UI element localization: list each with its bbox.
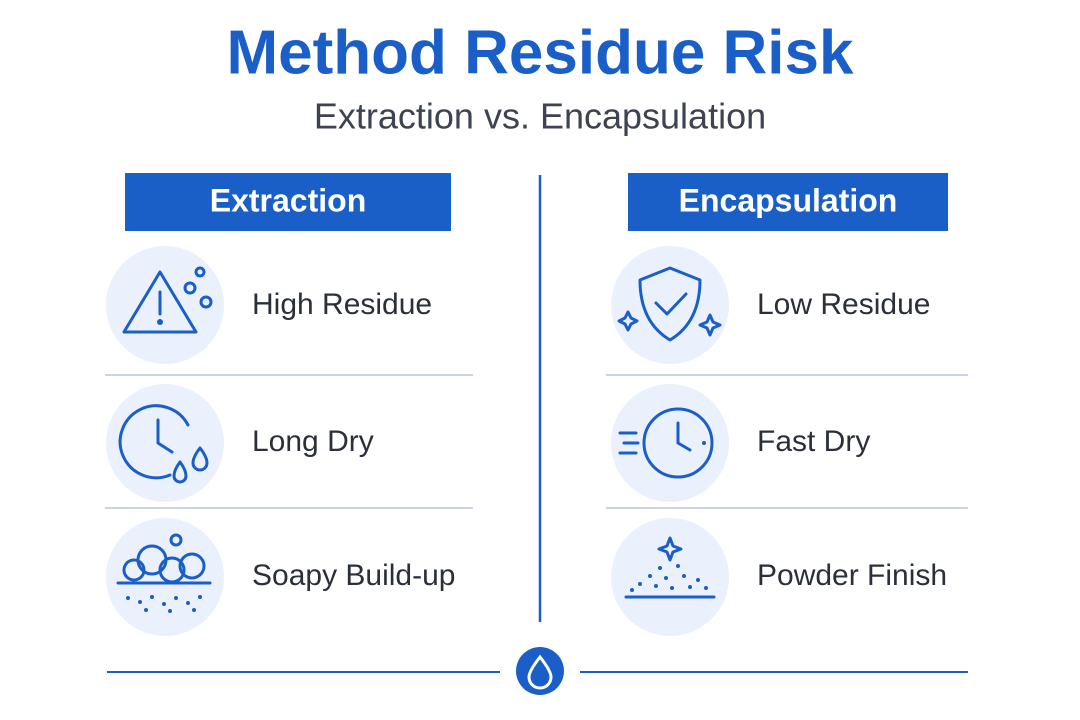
icon-circle	[106, 246, 224, 364]
column-header-box	[628, 173, 948, 231]
item-label: Soapy Build-up	[252, 559, 455, 592]
powder-icon	[624, 536, 716, 599]
column-heading: Extraction	[210, 182, 366, 218]
icon-circle	[106, 384, 224, 502]
icon-circle	[611, 246, 729, 364]
fast-clock-icon	[618, 407, 714, 479]
warning-icon	[122, 266, 213, 334]
clock-drops-icon	[118, 404, 209, 484]
footer-badge	[516, 647, 564, 695]
item-label: Powder Finish	[757, 559, 947, 592]
column-header-box	[125, 173, 451, 231]
icon-circle	[106, 518, 224, 636]
item-label: Fast Dry	[757, 425, 870, 458]
column-heading: Encapsulation	[679, 182, 898, 218]
drop-icon	[527, 654, 553, 690]
shield-icon	[617, 266, 722, 342]
item-label: Low Residue	[757, 288, 930, 321]
icon-circle	[611, 384, 729, 502]
foam-icon	[116, 533, 212, 613]
item-label: Long Dry	[252, 425, 374, 458]
icon-circle	[611, 518, 729, 636]
item-label: High Residue	[252, 288, 432, 321]
title: Method Residue Risk	[227, 18, 855, 87]
subtitle: Extraction vs. Encapsulation	[314, 96, 766, 137]
